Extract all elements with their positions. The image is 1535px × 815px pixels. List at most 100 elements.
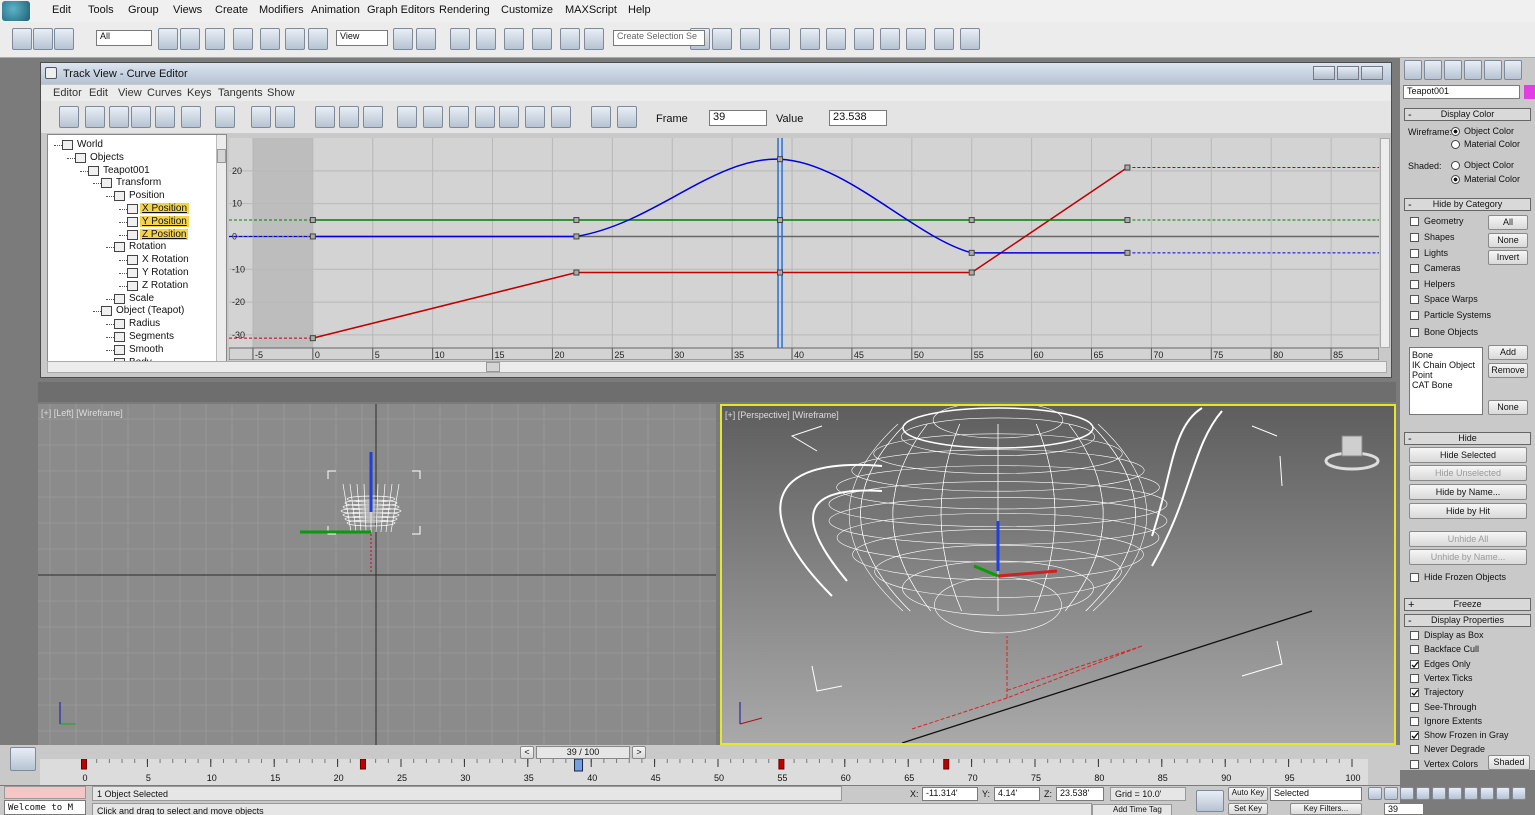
- window-button[interactable]: [1313, 66, 1335, 80]
- playback-button[interactable]: [1448, 787, 1462, 800]
- toolbar-icon[interactable]: [158, 28, 178, 50]
- list-item[interactable]: Point: [1412, 370, 1433, 380]
- toolbar-icon[interactable]: [740, 28, 760, 50]
- panel-button[interactable]: Shaded: [1488, 755, 1530, 770]
- toolbar-icon[interactable]: [450, 28, 470, 50]
- panel-tab[interactable]: [1504, 60, 1522, 80]
- coord-field[interactable]: 4.14': [994, 787, 1040, 801]
- menu-item[interactable]: Edit: [52, 4, 71, 16]
- toolbar-icon[interactable]: [85, 106, 105, 128]
- playback-button[interactable]: [1480, 787, 1494, 800]
- object-name-field[interactable]: Teapot001: [1403, 85, 1520, 99]
- menu-item[interactable]: Group: [128, 4, 159, 16]
- key-filters-button[interactable]: Key Filters...: [1290, 803, 1362, 815]
- value-field[interactable]: 23.538: [829, 110, 887, 126]
- toolbar-icon[interactable]: [308, 28, 328, 50]
- toolbar-icon[interactable]: [285, 28, 305, 50]
- toolbar-icon[interactable]: [854, 28, 874, 50]
- panel-button[interactable]: Remove: [1488, 363, 1528, 378]
- menu-item[interactable]: Create: [215, 4, 249, 16]
- checkbox[interactable]: [1410, 311, 1419, 320]
- rollout-header[interactable]: - Hide: [1404, 432, 1531, 445]
- tree-item[interactable]: Y Position: [140, 215, 189, 227]
- window-button[interactable]: [1337, 66, 1359, 80]
- toolbar-icon[interactable]: [906, 28, 926, 50]
- toolbar-icon[interactable]: [131, 106, 151, 128]
- panel-tab[interactable]: [1464, 60, 1482, 80]
- list-item[interactable]: IK Chain Object: [1412, 360, 1476, 370]
- viewport-label[interactable]: [+] [Left] [Wireframe]: [41, 408, 123, 418]
- tree-item[interactable]: Body: [129, 356, 152, 363]
- toolbar-icon[interactable]: [416, 28, 436, 50]
- auto-key-button[interactable]: Auto Key: [1228, 787, 1268, 801]
- playback-button[interactable]: [1368, 787, 1382, 800]
- playback-button[interactable]: [1464, 787, 1478, 800]
- toolbar-icon[interactable]: [393, 28, 413, 50]
- toolbar-icon[interactable]: [54, 28, 74, 50]
- coord-field[interactable]: -11.314': [922, 787, 978, 801]
- toolbar-icon[interactable]: [339, 106, 359, 128]
- viewport-layout-button[interactable]: [10, 747, 36, 771]
- toolbar-icon[interactable]: [960, 28, 980, 50]
- toolbar-icon[interactable]: [215, 106, 235, 128]
- tree-item[interactable]: Object (Teapot): [116, 305, 185, 317]
- tree-item[interactable]: Segments: [129, 331, 175, 342]
- toolbar-icon[interactable]: [934, 28, 954, 50]
- playback-button[interactable]: [1384, 787, 1398, 800]
- set-key-button[interactable]: Set Key: [1228, 803, 1268, 815]
- menu-item[interactable]: Help: [628, 4, 651, 16]
- radio-button[interactable]: [1451, 161, 1460, 170]
- toolbar-icon[interactable]: [475, 106, 495, 128]
- panel-button[interactable]: Hide Selected: [1409, 447, 1527, 463]
- panel-tab[interactable]: [1404, 60, 1422, 80]
- checkbox[interactable]: [1410, 716, 1419, 726]
- toolbar-icon[interactable]: [449, 106, 469, 128]
- playback-button[interactable]: [1432, 787, 1446, 800]
- panel-tab[interactable]: [1424, 60, 1442, 80]
- rollout-header[interactable]: - Hide by Category: [1404, 198, 1531, 211]
- frame-field[interactable]: 39: [709, 110, 767, 126]
- toolbar-icon[interactable]: [712, 28, 732, 50]
- toolbar-icon[interactable]: [499, 106, 519, 128]
- playback-button[interactable]: [1400, 787, 1414, 800]
- selection-filter[interactable]: All: [96, 30, 152, 46]
- current-frame-field[interactable]: 39: [1384, 803, 1424, 815]
- checkbox[interactable]: [1410, 631, 1419, 640]
- menu-item[interactable]: Modifiers: [259, 4, 304, 16]
- toolbar-icon[interactable]: [260, 28, 280, 50]
- listener-mini[interactable]: Welcome to M: [4, 800, 86, 815]
- tree-item[interactable]: Transform: [116, 177, 162, 189]
- tree-item[interactable]: Radius: [129, 318, 161, 330]
- tree-item[interactable]: Y Rotation: [142, 267, 189, 278]
- menu-item[interactable]: Tools: [88, 4, 114, 16]
- toolbar-icon[interactable]: [12, 28, 32, 50]
- slider-next[interactable]: >: [632, 746, 646, 759]
- menu-item[interactable]: Editor: [53, 87, 82, 99]
- toolbar-icon[interactable]: [251, 106, 271, 128]
- panel-button[interactable]: Invert: [1488, 250, 1528, 265]
- toolbar-icon[interactable]: [423, 106, 443, 128]
- checkbox[interactable]: [1410, 573, 1419, 582]
- panel-button[interactable]: Hide by Hit: [1409, 503, 1527, 519]
- menu-item[interactable]: View: [118, 87, 142, 99]
- menu-item[interactable]: Rendering: [439, 4, 490, 16]
- menu-item[interactable]: Customize: [501, 4, 553, 16]
- toolbar-icon[interactable]: [315, 106, 335, 128]
- menu-item[interactable]: Curves: [147, 87, 182, 99]
- tree-item[interactable]: X Rotation: [142, 254, 189, 266]
- checkbox[interactable]: [1410, 688, 1419, 698]
- radio-button[interactable]: [1451, 127, 1460, 136]
- rollout-header[interactable]: + Freeze: [1404, 598, 1531, 611]
- menu-item[interactable]: Edit: [89, 87, 108, 99]
- menu-item[interactable]: Animation: [311, 4, 360, 16]
- toolbar-icon[interactable]: [532, 28, 552, 50]
- checkbox[interactable]: [1410, 731, 1419, 741]
- toolbar-icon[interactable]: [504, 28, 524, 50]
- menu-item[interactable]: MAXScript: [565, 4, 617, 16]
- checkbox[interactable]: [1410, 295, 1419, 304]
- toolbar-icon[interactable]: [205, 28, 225, 50]
- checkbox[interactable]: [1410, 702, 1419, 712]
- playback-button[interactable]: [1496, 787, 1510, 800]
- tree-item[interactable]: World: [77, 139, 103, 150]
- playback-button[interactable]: [1416, 787, 1430, 800]
